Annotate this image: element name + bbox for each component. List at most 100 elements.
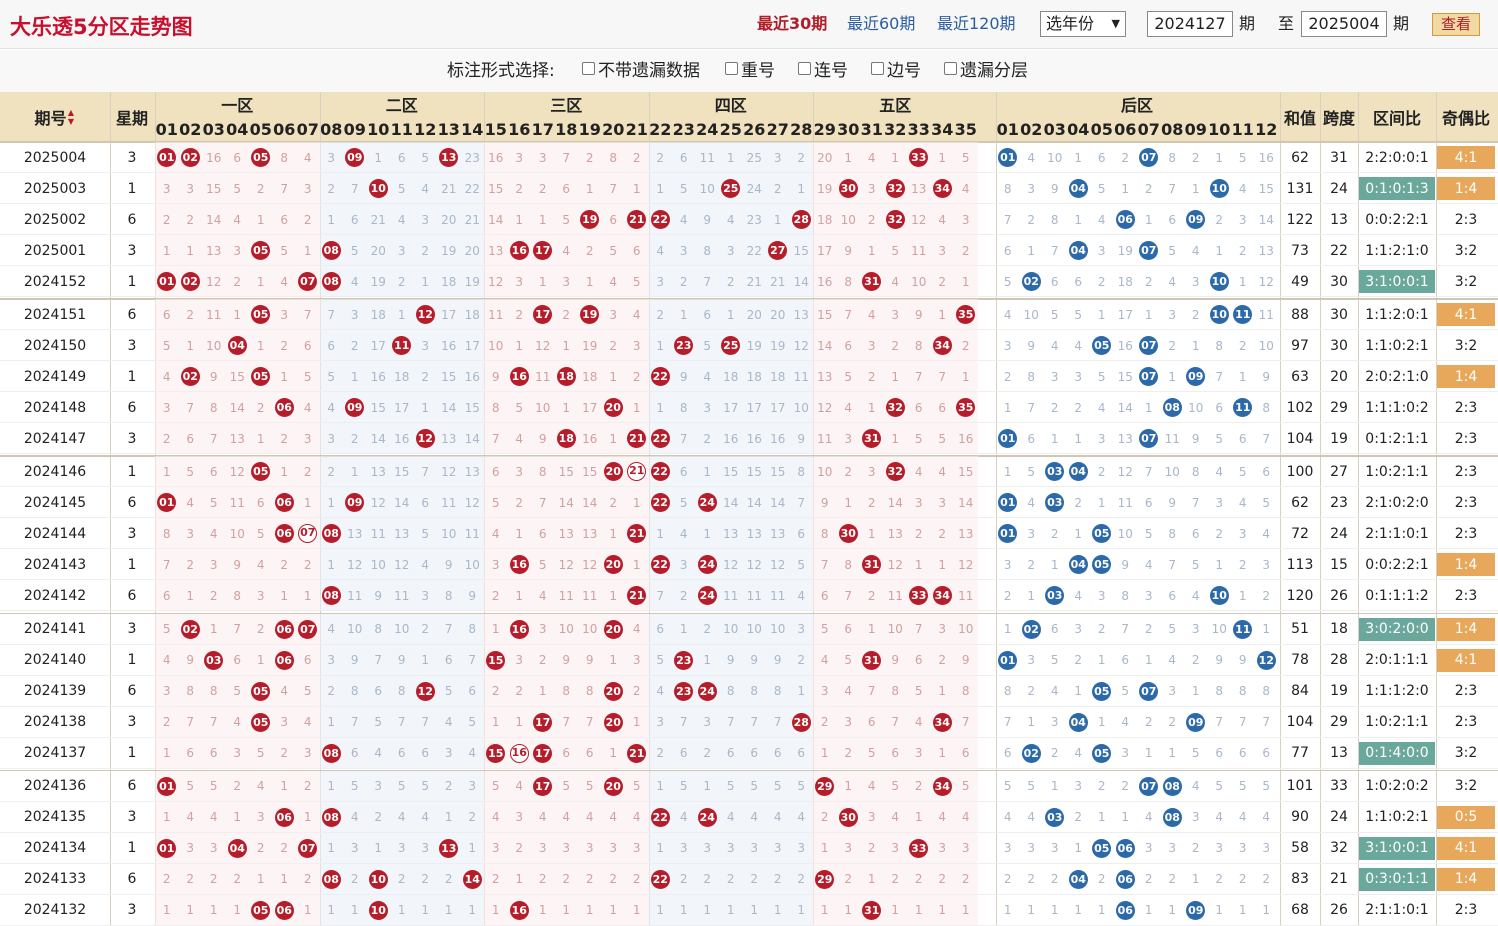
- miss-count: 3: [867, 338, 876, 353]
- front-ball: 01: [157, 272, 177, 291]
- miss-count: 8: [609, 150, 618, 165]
- option-repeat[interactable]: 重号: [725, 60, 775, 82]
- miss-count: 1: [1074, 903, 1083, 918]
- miss-count: 7: [1215, 369, 1224, 384]
- zone-header-back: 后区: [1120, 96, 1153, 115]
- miss-count: 9: [1262, 369, 1271, 384]
- zone-shade: [484, 832, 649, 864]
- front-ball: 08: [321, 743, 341, 763]
- miss-count: 6: [350, 746, 359, 761]
- recent-60-link[interactable]: 最近60期: [847, 14, 916, 33]
- sum-cell: 120: [1286, 587, 1314, 604]
- miss-count: 5: [820, 622, 829, 637]
- miss-count: 17: [582, 400, 598, 415]
- miss-count: 1: [209, 903, 218, 918]
- miss-count: 1: [374, 150, 383, 165]
- front-ball-cell: 07: [296, 833, 320, 864]
- odd-even-cell: 2:3: [1454, 714, 1478, 731]
- miss-count: 2: [233, 872, 242, 887]
- miss-count: 1: [961, 903, 970, 918]
- miss-count: 14: [206, 212, 222, 227]
- sort-icon[interactable]: ▲▼: [66, 108, 76, 126]
- miss-count: 1: [468, 903, 477, 918]
- miss-count: 2: [844, 746, 853, 761]
- zone-shade: [813, 235, 978, 266]
- miss-count: 12: [887, 557, 903, 572]
- recent-120-link[interactable]: 最近120期: [937, 14, 1016, 33]
- miss-count: 3: [938, 841, 947, 856]
- miss-count: 9: [961, 653, 970, 668]
- span-cell: 19: [1330, 430, 1348, 447]
- miss-count: 3: [773, 150, 782, 165]
- miss-count: 19: [441, 243, 457, 258]
- miss-count: 1: [726, 903, 735, 918]
- span-cell: 32: [1330, 840, 1348, 857]
- option-edge[interactable]: 边号: [871, 60, 921, 82]
- front-ball-cell: 02: [179, 142, 203, 173]
- miss-count: 18: [1117, 274, 1133, 289]
- back-ball: 09: [1186, 900, 1206, 920]
- option-no-miss[interactable]: 不带遗漏数据: [582, 60, 700, 82]
- miss-count: 6: [421, 495, 430, 510]
- miss-count: 14: [723, 495, 739, 510]
- period-cell: 2024145: [23, 494, 87, 511]
- miss-count: 5: [1262, 495, 1271, 510]
- year-select[interactable]: 选年份 ▼: [1040, 11, 1126, 37]
- zone-shade: [813, 644, 978, 676]
- option-consecutive[interactable]: 连号: [798, 60, 848, 82]
- front-ball: 18: [556, 367, 576, 387]
- zone-ratio-cell: 0:0:2:2:1: [1365, 211, 1429, 228]
- miss-count: 5: [327, 369, 336, 384]
- front-ball: 05: [251, 462, 271, 482]
- odd-even-cell: 1:4: [1437, 617, 1495, 641]
- miss-count: 3: [515, 274, 524, 289]
- from-period-input[interactable]: 2024127: [1147, 11, 1233, 37]
- miss-count: 2: [162, 431, 171, 446]
- zone-shade: [319, 173, 484, 204]
- miss-count: 11: [723, 588, 739, 603]
- checkbox-icon[interactable]: [944, 62, 957, 75]
- front-ball-cell: 08: [320, 235, 344, 266]
- miss-count: 4: [867, 307, 876, 322]
- front-ball-cell: 22: [649, 864, 673, 895]
- back-number-header: 02: [1020, 119, 1043, 139]
- miss-count: 8: [280, 150, 289, 165]
- miss-count: 3: [1238, 212, 1247, 227]
- period-header[interactable]: 期号 ▲▼: [0, 92, 110, 142]
- zone-shade: [319, 580, 484, 612]
- checkbox-icon[interactable]: [582, 62, 595, 75]
- zone-shade: [155, 549, 320, 581]
- miss-count: 9: [538, 431, 547, 446]
- miss-count: 5: [632, 274, 641, 289]
- miss-count: 5: [726, 779, 735, 794]
- option-miss-layer[interactable]: 遗漏分层: [944, 60, 1028, 82]
- miss-count: 2: [538, 653, 547, 668]
- span-cell: 29: [1330, 399, 1348, 416]
- front-ball: 08: [321, 524, 341, 544]
- back-ball: 07: [1139, 367, 1159, 387]
- miss-count: 2: [162, 872, 171, 887]
- miss-count: 19: [1117, 243, 1133, 258]
- miss-count: 1: [585, 181, 594, 196]
- miss-count: 2: [1050, 872, 1059, 887]
- query-button[interactable]: 查看: [1432, 13, 1480, 36]
- miss-count: 1: [256, 274, 265, 289]
- miss-count: 9: [468, 588, 477, 603]
- to-period-input[interactable]: 2025004: [1301, 11, 1387, 37]
- miss-count: 2: [750, 872, 759, 887]
- checkbox-icon[interactable]: [871, 62, 884, 75]
- recent-30-link[interactable]: 最近30期: [757, 14, 828, 33]
- checkbox-icon[interactable]: [798, 62, 811, 75]
- back-ball: 01: [998, 493, 1018, 513]
- miss-count: 3: [186, 841, 195, 856]
- from-unit-label: 期: [1239, 14, 1256, 33]
- front-ball-cell: 31: [860, 549, 884, 580]
- checkbox-icon[interactable]: [725, 62, 738, 75]
- miss-count: 6: [256, 495, 265, 510]
- miss-count: 13: [817, 369, 833, 384]
- miss-count: 4: [773, 810, 782, 825]
- period-cell: 2024140: [23, 652, 87, 669]
- miss-count: 2: [891, 872, 900, 887]
- odd-even-cell: 2:3: [1454, 683, 1478, 700]
- miss-count: 1: [1050, 557, 1059, 572]
